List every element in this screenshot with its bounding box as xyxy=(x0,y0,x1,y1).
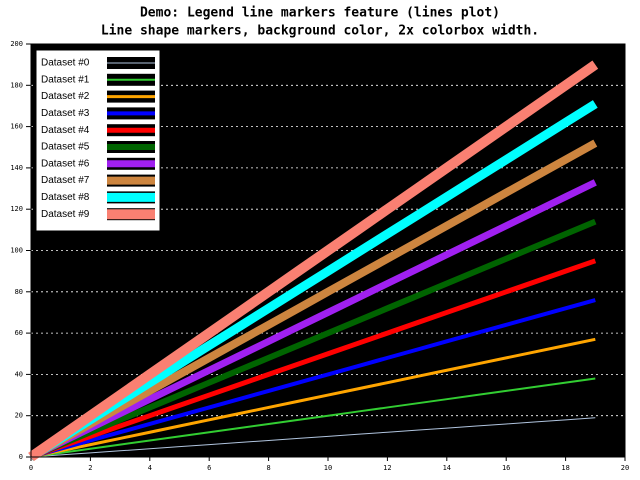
legend-label: Dataset #5 xyxy=(41,142,90,153)
legend-label: Dataset #8 xyxy=(41,192,90,203)
data-line xyxy=(30,337,596,459)
x-tick-label: 10 xyxy=(324,464,332,472)
legend-label: Dataset #0 xyxy=(41,58,90,69)
legend-label: Dataset #9 xyxy=(41,209,90,220)
data-line xyxy=(28,100,598,461)
x-tick-label: 20 xyxy=(621,464,629,472)
chart-subtitle: Line shape markers, background color, 2x… xyxy=(101,24,539,39)
x-tick-label: 6 xyxy=(207,464,211,472)
y-tick-label: 160 xyxy=(10,123,23,131)
x-tick-label: 16 xyxy=(502,464,510,472)
x-tick-label: 2 xyxy=(88,464,92,472)
y-tick-label: 100 xyxy=(10,247,23,255)
y-tick-label: 20 xyxy=(15,412,23,420)
y-tick-label: 60 xyxy=(15,329,23,337)
data-line xyxy=(30,417,596,458)
data-line xyxy=(30,298,596,459)
legend-label: Dataset #4 xyxy=(41,125,90,136)
x-tick-label: 4 xyxy=(148,464,152,472)
x-tick-label: 14 xyxy=(443,464,451,472)
y-tick-label: 140 xyxy=(10,164,23,172)
x-tick-label: 0 xyxy=(29,464,33,472)
legend-label: Dataset #1 xyxy=(41,74,90,85)
x-tick-label: 12 xyxy=(383,464,391,472)
data-line xyxy=(29,179,597,461)
data-line xyxy=(30,258,597,460)
data-line xyxy=(30,377,596,458)
x-tick-label: 18 xyxy=(561,464,569,472)
y-tick-label: 180 xyxy=(10,81,23,89)
legend-label: Dataset #7 xyxy=(41,175,90,186)
x-tick-label: 8 xyxy=(266,464,270,472)
y-tick-label: 80 xyxy=(15,288,23,296)
legend-label: Dataset #2 xyxy=(41,91,90,102)
y-tick-label: 200 xyxy=(10,40,23,48)
chart-title: Demo: Legend line markers feature (lines… xyxy=(140,6,500,21)
legend-label: Dataset #3 xyxy=(41,108,90,119)
y-tick-label: 0 xyxy=(19,453,23,461)
y-tick-label: 40 xyxy=(15,370,23,378)
data-line xyxy=(29,139,598,461)
y-tick-label: 120 xyxy=(10,205,23,213)
plot-border xyxy=(30,43,626,458)
data-line xyxy=(28,60,599,462)
data-line xyxy=(29,218,597,460)
legend-label: Dataset #6 xyxy=(41,158,90,169)
